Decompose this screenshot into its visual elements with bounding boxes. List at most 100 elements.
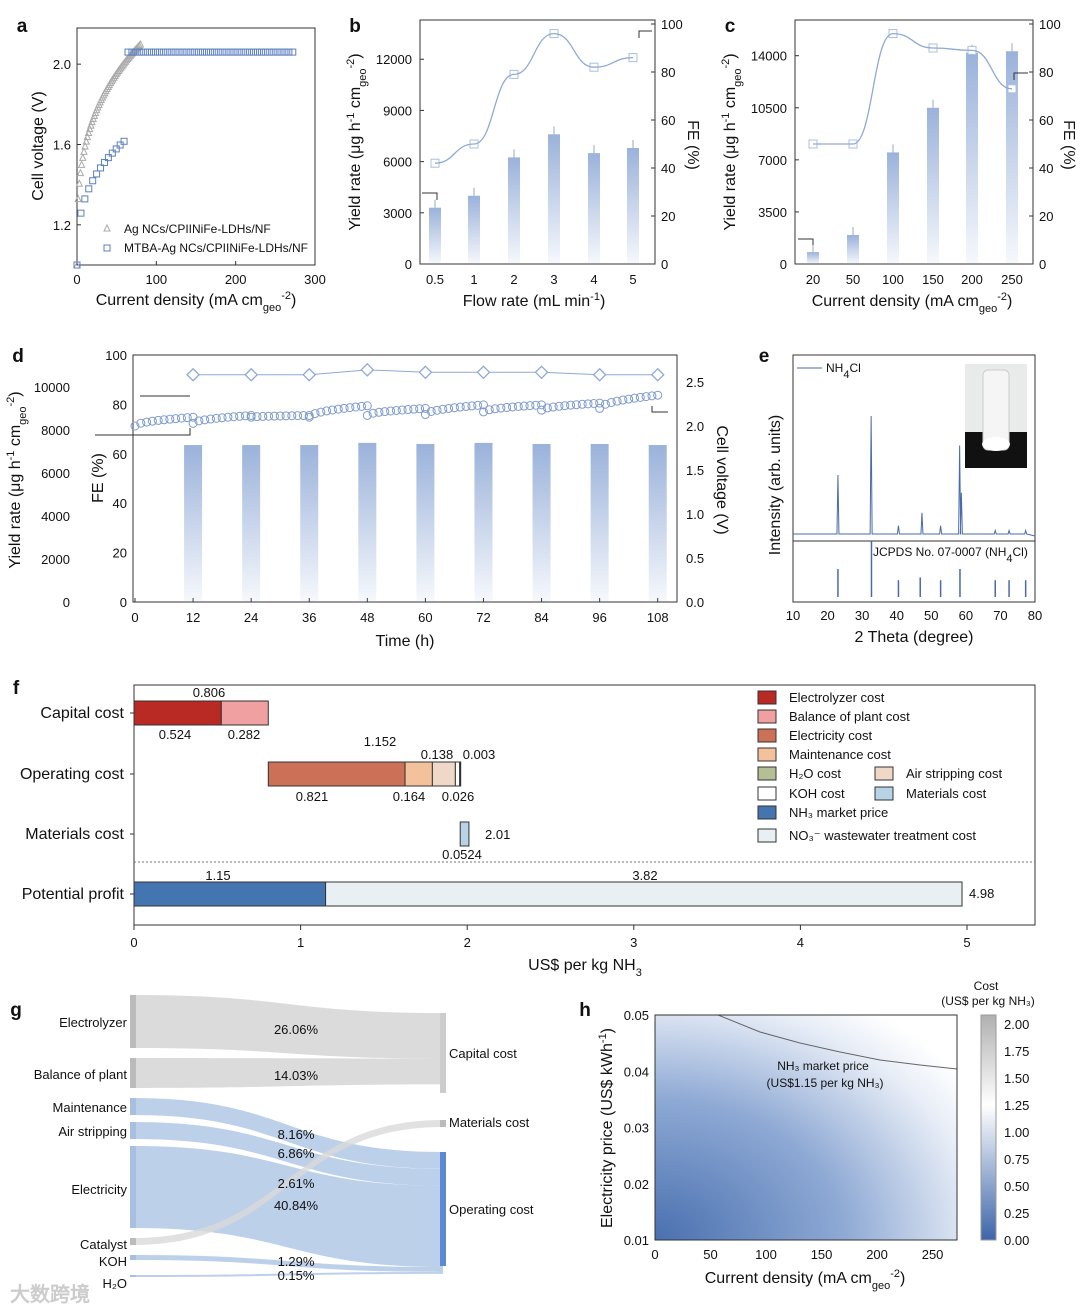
yield-bar — [847, 234, 859, 264]
voltage-point — [171, 414, 181, 424]
legend-swatch — [757, 690, 777, 705]
yield-bar — [627, 147, 639, 264]
row-label: Operating cost — [20, 766, 125, 783]
sankey-flow — [133, 1122, 443, 1186]
label-part: -2 — [890, 1268, 900, 1280]
sankey-target-node — [440, 1013, 446, 1093]
legend-swatch — [874, 766, 894, 781]
data-point-square — [261, 48, 269, 56]
data-point-square — [77, 209, 85, 217]
fe-tick-label: 0 — [120, 595, 127, 610]
y-tick-label: 0 — [63, 595, 70, 610]
yield-bar — [358, 442, 377, 602]
y-tick-label: 6000 — [41, 466, 70, 481]
voltage-point — [206, 414, 216, 424]
x-tick-label: 4 — [590, 272, 597, 287]
y2-axis-label: FE (%) — [684, 120, 701, 170]
voltage-point — [444, 403, 454, 413]
colorbar-tick-label: 0.25 — [1004, 1206, 1029, 1221]
cost-bar-electricity — [267, 761, 406, 787]
source-label: H₂O — [102, 1276, 127, 1291]
sankey-target-node — [440, 1120, 446, 1127]
colorbar-unit: (US$ per kg NH₃) — [941, 994, 1035, 1008]
voltage-point — [200, 415, 210, 425]
y2-tick-label: 80 — [661, 65, 675, 80]
voltage-point — [653, 390, 663, 400]
y-tick-label: 3500 — [758, 205, 787, 220]
legend-swatch — [757, 709, 777, 724]
colorbar-tick-label: 1.25 — [1004, 1098, 1029, 1113]
target-label: Materials cost — [449, 1115, 530, 1130]
y-tick-label: 12000 — [376, 52, 412, 67]
plot-frame — [132, 354, 678, 603]
x-tick-label: 24 — [244, 610, 258, 625]
voltage-point — [548, 402, 558, 412]
x-tick-label: 1 — [297, 935, 304, 950]
voltage-point — [537, 405, 547, 415]
sankey-source-node — [130, 1238, 136, 1245]
label-part: 4 — [1006, 553, 1012, 565]
data-point-triangle — [75, 179, 84, 187]
colorbar-title: Cost — [974, 979, 999, 993]
legend-label: NH4Cl — [826, 361, 861, 381]
label-part: ) — [600, 293, 605, 310]
cost-bar-koh — [454, 761, 461, 787]
voltage-point — [264, 411, 274, 421]
data-point-square — [167, 48, 175, 56]
watermark: 大数跨境 — [10, 1284, 90, 1306]
x-tick-label: 200 — [225, 272, 247, 287]
data-point-square — [159, 48, 167, 56]
yield-bar — [474, 442, 493, 602]
sankey-flow — [133, 1058, 443, 1088]
data-point-square — [230, 48, 238, 56]
data-point-square — [222, 48, 230, 56]
value-label: 0.164 — [393, 789, 426, 804]
y-axis-label: Electricity price (US$ kWh-1) — [597, 1028, 616, 1228]
voltage-point — [641, 392, 651, 402]
fe-tick-label: 20 — [113, 546, 127, 561]
x-tick-label: 72 — [476, 610, 490, 625]
voltage-point — [275, 411, 285, 421]
data-point-square — [148, 48, 156, 56]
data-point-square — [210, 48, 218, 56]
sankey-source-node — [130, 1058, 136, 1088]
legend-swatch — [757, 766, 777, 781]
label-part: ) — [599, 1028, 616, 1033]
voltage-point — [153, 415, 163, 425]
x-tick-label: 3 — [550, 272, 557, 287]
voltage-point — [188, 418, 198, 428]
y-tick-label: 7000 — [758, 153, 787, 168]
voltage-point — [415, 404, 425, 414]
y-axis-label: Yield rate (μg h-1 cmgeo-2) — [720, 53, 744, 230]
value-label: 0.026 — [442, 789, 475, 804]
sankey-source-node — [130, 1275, 136, 1277]
value-label: 4.98 — [969, 886, 994, 901]
percentage-label: 1.29% — [278, 1254, 315, 1269]
data-point-square — [81, 195, 89, 203]
voltage-point — [217, 413, 227, 423]
label-part: Yield rate (μg h — [722, 122, 739, 230]
data-point-square — [163, 48, 171, 56]
label-part: -1 — [5, 451, 17, 461]
voltage-point — [397, 405, 407, 415]
fe-point — [650, 367, 665, 382]
reference-label: JCPDS No. 07-0007 (NH4Cl) — [873, 545, 1028, 565]
legend-marker-square — [103, 244, 111, 252]
label-part: Current density (mA cm — [812, 293, 979, 310]
target-label: Operating cost — [449, 1202, 534, 1217]
value-label: 0.0524 — [442, 847, 482, 862]
source-label: Maintenance — [53, 1100, 127, 1115]
voltage-point — [293, 411, 303, 421]
fe-fit-line — [813, 32, 1013, 145]
x-tick-label: 108 — [647, 610, 669, 625]
value-label: 0.821 — [296, 789, 329, 804]
voltage-point — [629, 393, 639, 403]
data-point-square — [187, 48, 195, 56]
x-tick-label: 100 — [882, 272, 904, 287]
data-point-triangle — [76, 168, 85, 177]
label-part: geo — [979, 303, 997, 315]
data-point-square — [277, 48, 285, 56]
voltage-point — [136, 418, 146, 428]
legend-label: NH₃ market price — [789, 805, 888, 820]
